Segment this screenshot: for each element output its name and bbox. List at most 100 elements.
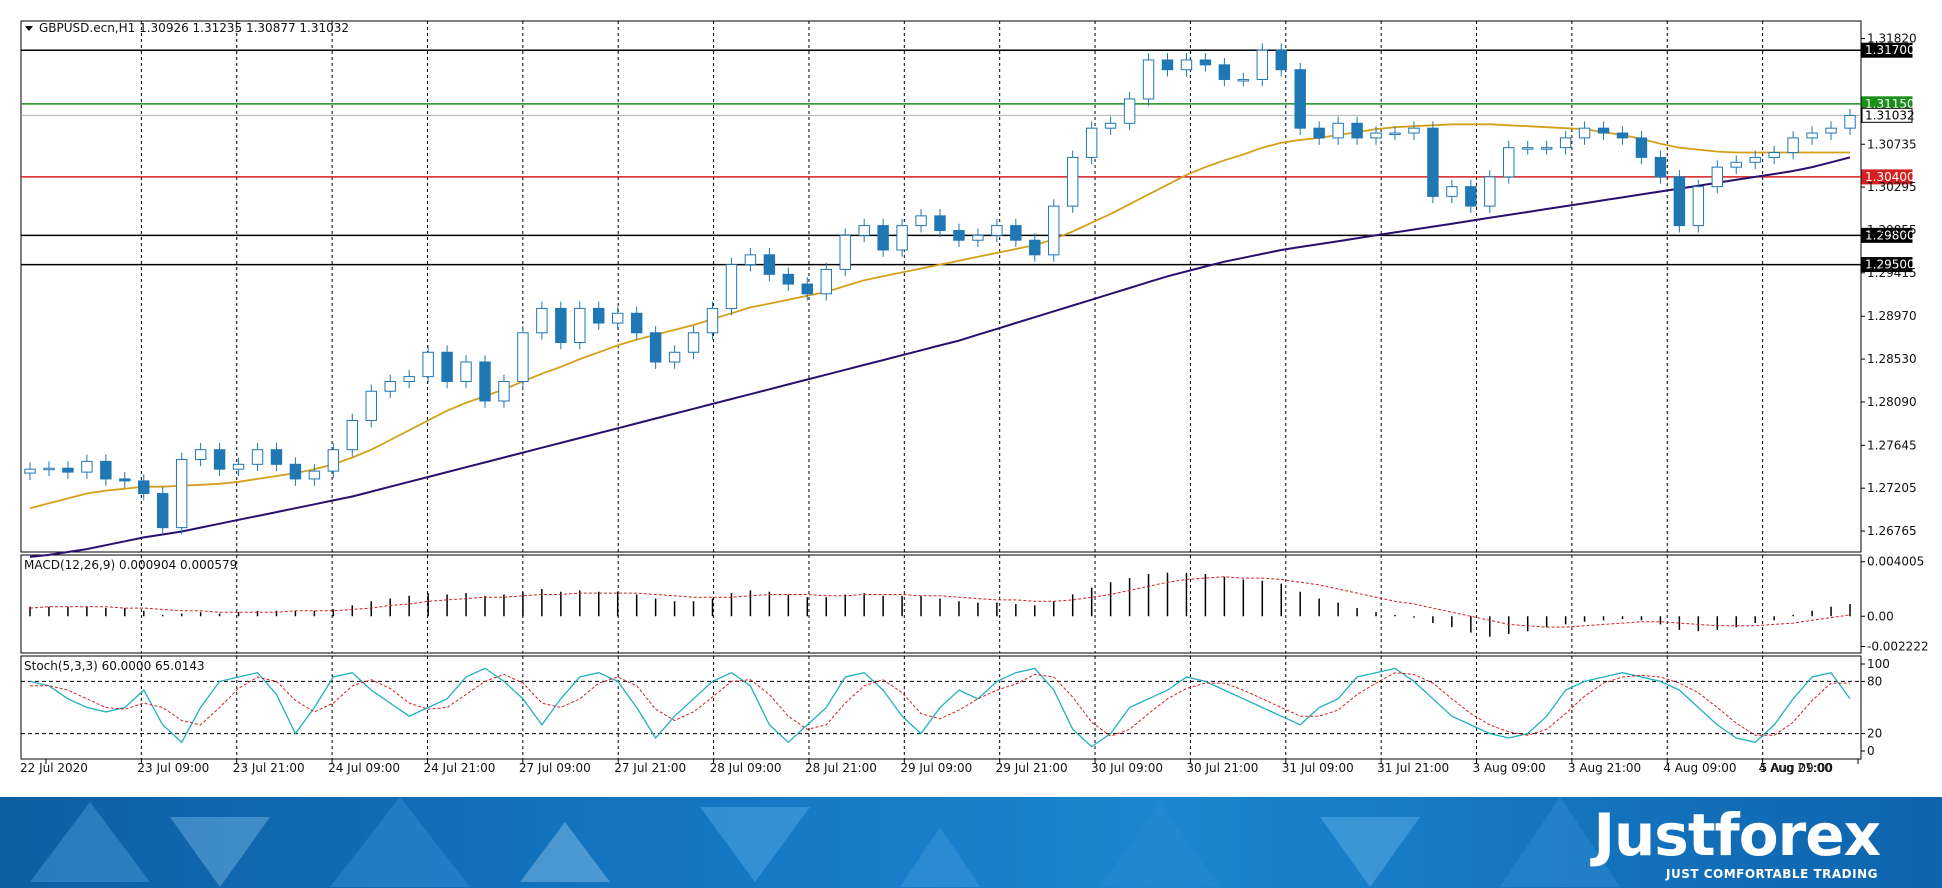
stoch-signal-line: [30, 672, 1850, 737]
y-tick-label: 1.27645: [1867, 438, 1917, 452]
candle-body: [782, 273, 795, 285]
candlesticks: [24, 43, 1856, 535]
level-tag: [1861, 227, 1913, 243]
candle-body: [213, 449, 226, 470]
candle-body: [1199, 59, 1212, 66]
candle-body: [1578, 127, 1591, 139]
ma-slow-line: [29, 156, 1851, 558]
candle-body: [1313, 127, 1325, 139]
candle-body: [1180, 59, 1193, 71]
candle-body: [801, 283, 814, 295]
candle-body: [308, 470, 321, 480]
level-tag-label: 1.31032: [1865, 108, 1915, 122]
candle-body: [1597, 127, 1610, 134]
candle-body: [1029, 239, 1041, 256]
candle-body: [1294, 69, 1306, 129]
x-tick-label: 24 Jul 09:00: [328, 761, 400, 775]
candle-body: [1142, 59, 1155, 100]
candle-body: [1256, 49, 1269, 80]
brand-logo-name: Justforex: [1593, 801, 1881, 869]
candle-body: [1370, 132, 1382, 139]
candle-body: [251, 449, 264, 465]
candle-body: [877, 225, 889, 251]
macd-tick-label: -0.002222: [1867, 639, 1929, 653]
x-tick-label: 31 Jul 09:00: [1282, 761, 1354, 775]
symbol-info: GBPUSD.ecn,H1 1.30926 1.31235 1.30877 1.…: [39, 21, 349, 35]
candle-body: [611, 312, 624, 324]
candle-body: [725, 264, 738, 309]
stochastic-lines: [21, 667, 1861, 748]
candle-body: [574, 307, 586, 344]
y-tick-label: 1.29855: [1867, 223, 1917, 237]
candle-body: [479, 361, 491, 402]
candle-body: [270, 449, 283, 465]
x-tick-label: 3 Aug 21:00: [1568, 761, 1641, 775]
candle-body: [1275, 49, 1287, 71]
candle-body: [498, 380, 510, 402]
level-tag: [1861, 257, 1913, 273]
level-tag: [1861, 169, 1913, 185]
brand-tagline: JUST COMFORTABLE TRADING: [1665, 867, 1878, 881]
candle-body: [896, 225, 908, 251]
candle-body: [1749, 156, 1761, 163]
candle-body: [593, 307, 605, 324]
x-tick-label: 4 Aug 09:00: [1663, 761, 1736, 775]
candle-body: [1806, 132, 1818, 139]
y-tick-label: 1.29415: [1867, 266, 1917, 280]
stoch-tick-label: 20: [1867, 727, 1882, 741]
candle-body: [668, 351, 681, 363]
x-tick-label: 29 Jul 09:00: [900, 761, 972, 775]
candle-body: [1123, 98, 1136, 124]
candle-body: [1540, 147, 1553, 150]
candle-body: [81, 460, 93, 473]
x-tick-label: 5 Aug 09:00: [1760, 761, 1833, 775]
candle-body: [1692, 186, 1705, 227]
macd-label: MACD(12,26,9) 0.000904 0.000579: [24, 558, 237, 572]
candle-body: [972, 234, 984, 241]
candle-body: [346, 419, 359, 451]
macd-tick-label: 0.00: [1867, 609, 1894, 623]
candle-body: [1218, 64, 1231, 80]
macd-histogram: [29, 572, 1851, 637]
level-tag: [1861, 42, 1913, 58]
x-tick-label: 23 Jul 21:00: [233, 761, 305, 775]
x-axis-labels: 22 Jul 2020 23 Jul 09:00 23 Jul 21:00 24 Ju…: [20, 759, 1859, 775]
candle-body: [1104, 122, 1117, 129]
candle-body: [1616, 132, 1629, 139]
x-tick-label: 27 Jul 21:00: [614, 761, 686, 775]
macd-pane[interactable]: [20, 554, 1862, 654]
candle-body: [820, 268, 832, 295]
x-tick-label: 27 Jul 09:00: [519, 761, 591, 775]
level-tag-label: 1.29800: [1865, 228, 1915, 242]
candle-body: [1048, 205, 1060, 256]
stoch-label: Stoch(5,3,3) 60.0000 65.0143: [24, 659, 205, 673]
stoch-tick-label: 0: [1867, 744, 1875, 758]
candle-body: [1010, 225, 1022, 241]
candle-body: [327, 449, 340, 472]
level-tag-label: 1.29500: [1865, 258, 1915, 272]
candle-body: [1673, 176, 1686, 227]
x-tick-label: 31 Jul 21:00: [1377, 761, 1449, 775]
x-tick-label: 30 Jul 21:00: [1186, 761, 1258, 775]
x-tick-label: 3 Aug 09:00: [1473, 761, 1546, 775]
candle-body: [62, 467, 74, 473]
level-tag: [1861, 107, 1913, 123]
candle-body: [1427, 127, 1439, 197]
y-axis-labels: 1.31820 1.30735 1.30295 1.29855 1.29415 1.289…: [1861, 32, 1929, 758]
x-tick-label: 30 Jul 09:00: [1091, 761, 1163, 775]
stoch-tick-label: 80: [1867, 674, 1882, 688]
candle-body: [1654, 156, 1667, 178]
stoch-pane[interactable]: [20, 655, 1862, 760]
candle-body: [1161, 59, 1174, 71]
macd-signal-line: [29, 576, 1851, 628]
candle-body: [1825, 127, 1837, 134]
dropdown-triangle-icon[interactable]: [25, 26, 33, 31]
candle-body: [232, 463, 245, 470]
candle-body: [1635, 137, 1648, 158]
candle-body: [858, 225, 870, 236]
candle-body: [630, 312, 643, 334]
candle-body: [1503, 147, 1515, 178]
candle-body: [156, 493, 169, 529]
